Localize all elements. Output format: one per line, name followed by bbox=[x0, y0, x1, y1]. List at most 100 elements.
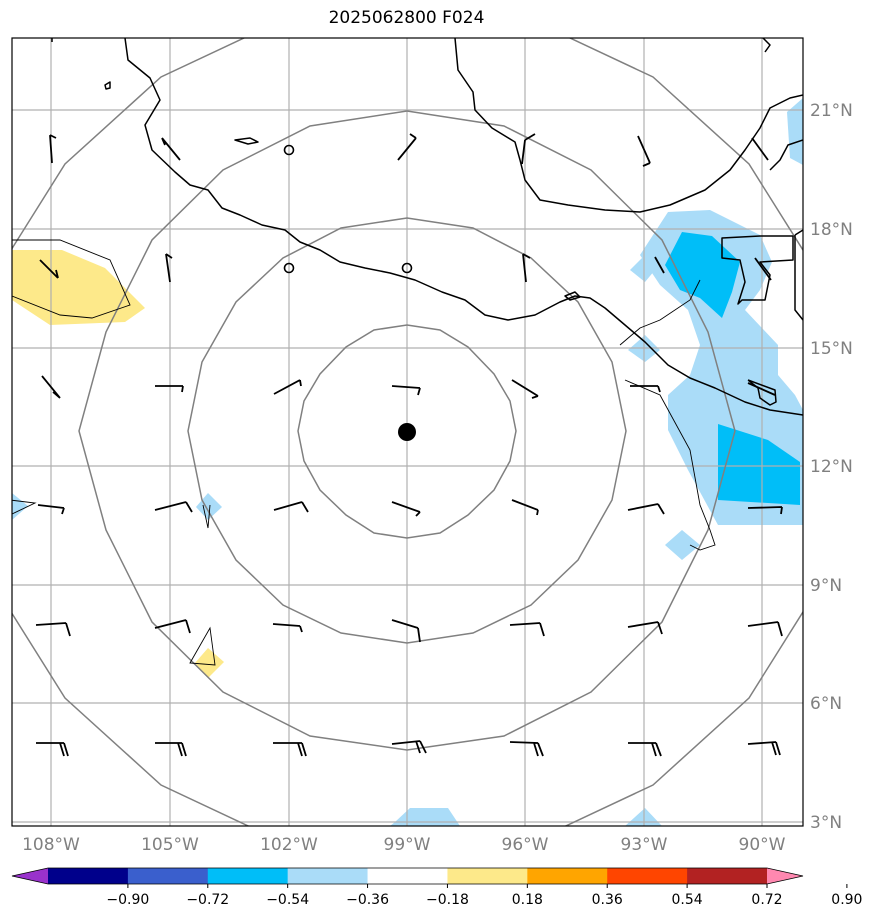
lat-tick-label: 15°N bbox=[810, 339, 853, 359]
colorbar-tick-label: −0.18 bbox=[426, 892, 469, 908]
lat-tick-label: 21°N bbox=[810, 101, 853, 121]
island-1 bbox=[104, 81, 111, 90]
light-blue-south-1 bbox=[390, 808, 460, 826]
wind-barb bbox=[391, 619, 421, 643]
colorbar-tick-label: −0.36 bbox=[346, 892, 389, 908]
contour-lines bbox=[12, 239, 716, 666]
wind-barb bbox=[273, 742, 307, 757]
light-blue-ne bbox=[787, 98, 803, 165]
wind-barb bbox=[39, 259, 59, 279]
colorbar-tick-label: −0.90 bbox=[106, 892, 149, 908]
belize-border bbox=[794, 229, 803, 321]
wind-barb bbox=[161, 137, 181, 161]
wind-barb bbox=[35, 622, 71, 637]
colorbar-outline bbox=[11, 867, 804, 885]
lon-tick-label: 90°W bbox=[739, 835, 786, 855]
island-2 bbox=[234, 137, 259, 145]
lat-tick-label: 6°N bbox=[810, 694, 842, 714]
colorbar-segment bbox=[367, 868, 448, 884]
wind-barb bbox=[511, 379, 539, 399]
wind-barb bbox=[391, 740, 427, 754]
colorbar-segment bbox=[127, 868, 209, 884]
wind-barb bbox=[273, 379, 302, 395]
lat-tick-label: 12°N bbox=[810, 457, 853, 477]
colorbar-tick-label: −0.54 bbox=[266, 892, 309, 908]
wind-barb bbox=[391, 501, 421, 517]
wind-barb bbox=[628, 742, 662, 757]
colorbar: −0.90 −0.72 −0.54 −0.36 −0.18 0.18 0.36 0.54 0.7… bbox=[11, 867, 862, 908]
range-ring bbox=[78, 110, 736, 751]
light-blue-small-4 bbox=[12, 493, 28, 520]
colorbar-segment bbox=[287, 868, 369, 884]
lon-tick-label: 93°W bbox=[621, 835, 668, 855]
wind-barb bbox=[391, 385, 421, 396]
map-frame bbox=[11, 37, 804, 827]
colorbar-segment bbox=[207, 868, 289, 884]
wind-barb bbox=[630, 385, 661, 393]
wind-barb bbox=[637, 135, 651, 167]
wind-barb bbox=[273, 501, 309, 513]
wind-barb bbox=[511, 499, 539, 516]
colorbar-tick-label: 0.90 bbox=[831, 892, 862, 908]
mexico-pacific-coast bbox=[124, 38, 803, 416]
yellow-area-west bbox=[12, 250, 145, 325]
lon-tick-label: 102°W bbox=[260, 835, 318, 855]
wind-barb bbox=[49, 134, 57, 164]
lon-tick-label: 99°W bbox=[384, 835, 431, 855]
cyan-area-2 bbox=[718, 424, 800, 505]
wind-barb bbox=[272, 623, 303, 633]
wind-barb bbox=[155, 742, 187, 757]
range-ring bbox=[297, 324, 517, 539]
calm-wind-markers bbox=[283, 144, 413, 274]
light-blue-small-3 bbox=[665, 530, 700, 560]
lat-tick-label: 3°N bbox=[810, 813, 842, 833]
colorbar-tick-label: 0.36 bbox=[592, 892, 623, 908]
guatemala-border bbox=[721, 235, 794, 305]
wind-barb bbox=[522, 253, 531, 283]
yucatan-coast bbox=[769, 139, 803, 171]
lat-tick-label: 9°N bbox=[810, 576, 842, 596]
lon-tick-label: 96°W bbox=[502, 835, 549, 855]
wind-barb bbox=[751, 137, 769, 161]
lon-tick-label: 105°W bbox=[141, 835, 199, 855]
wind-barb bbox=[155, 385, 184, 393]
gulf-coast bbox=[454, 38, 803, 213]
colorbar-tick-label: 0.72 bbox=[751, 892, 782, 908]
wind-barb bbox=[627, 621, 663, 635]
longitude-labels: 108°W 105°W 102°W 99°W 96°W 93°W 90°W bbox=[22, 835, 786, 855]
island-3 bbox=[564, 291, 581, 301]
latitude-labels: 21°N 18°N 15°N 12°N 9°N 6°N 3°N bbox=[810, 101, 853, 833]
colorbar-tick-label: 0.18 bbox=[512, 892, 543, 908]
colorbar-segment bbox=[447, 868, 528, 884]
light-blue-small-1 bbox=[630, 255, 655, 282]
map-title: 2025062800 F024 bbox=[328, 8, 485, 28]
wind-barb bbox=[41, 375, 61, 399]
coastlines bbox=[51, 38, 803, 416]
wind-barb bbox=[747, 621, 783, 637]
wind-barb bbox=[509, 622, 545, 637]
colorbar-segment bbox=[687, 868, 768, 884]
colorbar-segment bbox=[527, 868, 608, 884]
wind-barb bbox=[747, 382, 776, 396]
calm-circle bbox=[283, 262, 295, 274]
wind-barb bbox=[154, 501, 193, 513]
wind-barb bbox=[509, 741, 544, 757]
colorbar-tick-label: −0.72 bbox=[186, 892, 229, 908]
storm-center-dot bbox=[398, 423, 416, 441]
wind-barb bbox=[36, 742, 69, 757]
wind-barb bbox=[747, 741, 781, 756]
range-ring bbox=[187, 217, 627, 644]
wind-barb bbox=[37, 504, 65, 515]
north-edge-1 bbox=[762, 38, 771, 53]
wind-barb bbox=[521, 133, 536, 165]
range-ring bbox=[12, 38, 803, 826]
wind-barb bbox=[397, 133, 417, 161]
calm-circle bbox=[401, 262, 413, 274]
wind-barb bbox=[627, 503, 665, 515]
wind-barb bbox=[747, 506, 783, 515]
wind-barb bbox=[165, 253, 173, 283]
wind-barb bbox=[154, 619, 191, 634]
range-rings bbox=[12, 38, 803, 826]
lon-tick-label: 108°W bbox=[22, 835, 80, 855]
